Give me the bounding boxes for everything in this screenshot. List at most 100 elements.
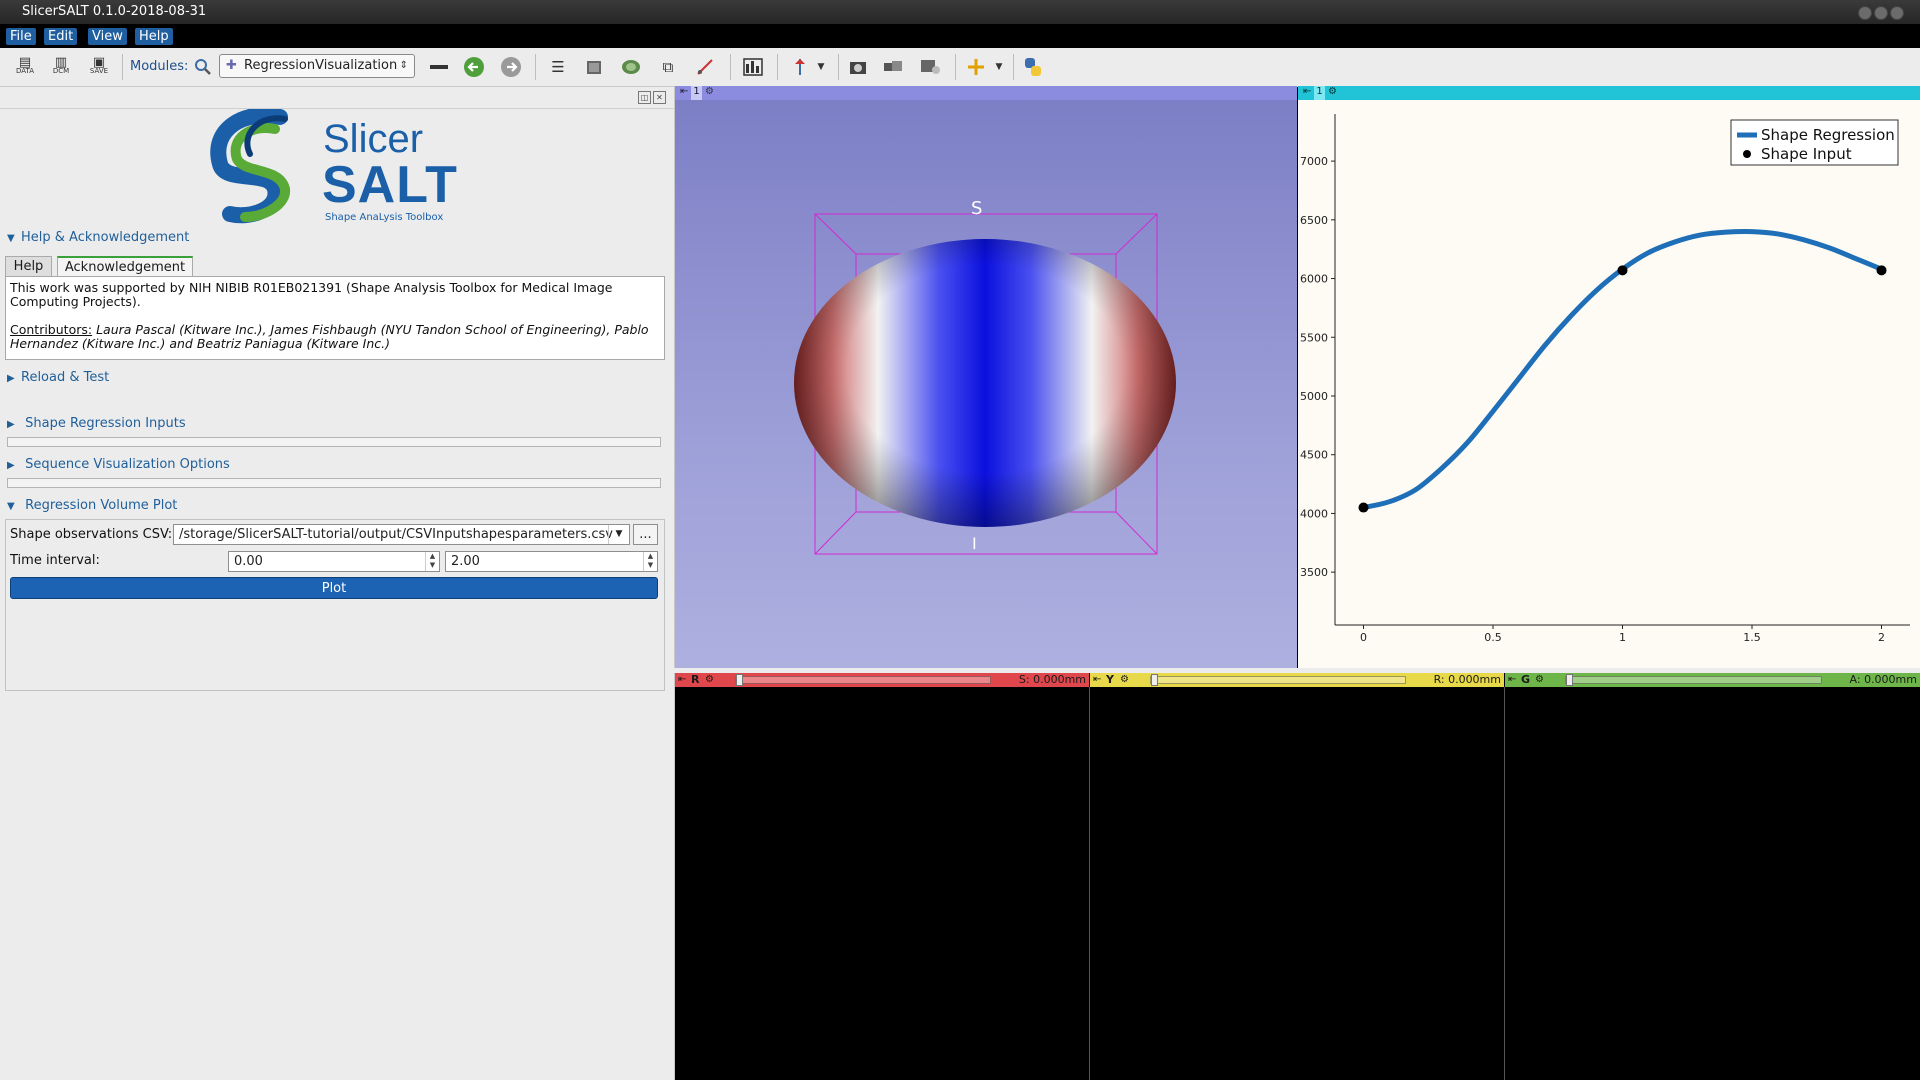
logo-text-salt: SALT bbox=[322, 156, 458, 214]
csv-path-value: /storage/SlicerSALT-tutorial/output/CSVI… bbox=[179, 527, 613, 542]
slice-view-y[interactable] bbox=[1090, 687, 1503, 1080]
tab-help[interactable]: Help bbox=[5, 256, 52, 277]
module-selector[interactable]: ✚ RegressionVisualization ⇕ bbox=[219, 54, 415, 78]
mouse-mode-icon[interactable] bbox=[787, 55, 813, 79]
title-bar: SlicerSALT 0.1.0-2018-08-31 bbox=[0, 0, 1920, 24]
screenshot-icon[interactable] bbox=[845, 55, 871, 79]
toolbar-separator bbox=[838, 54, 839, 80]
acknowledgement-text: This work was supported by NIH NIBIB R01… bbox=[5, 276, 665, 360]
section-help-acknowledgement[interactable]: ▼ Help & Acknowledgement bbox=[7, 230, 189, 245]
3d-render bbox=[794, 213, 1176, 555]
forward-arrow-icon[interactable] bbox=[498, 55, 524, 79]
slice-offset-slider[interactable] bbox=[735, 674, 991, 686]
transforms-module-icon[interactable]: ⧉ bbox=[662, 58, 674, 76]
extension-manager-icon[interactable] bbox=[918, 55, 944, 79]
y-tick-label: 4500 bbox=[1300, 449, 1328, 462]
slice-offset-readout: S: 0.000mm bbox=[1018, 673, 1086, 686]
slice-settings-icon[interactable]: ⚙ bbox=[1535, 674, 1544, 685]
puzzle-icon: ✚ bbox=[226, 58, 237, 73]
pin-icon[interactable]: ⇤ bbox=[678, 674, 687, 685]
toolbar-separator bbox=[777, 54, 778, 80]
slice-settings-icon[interactable]: ⚙ bbox=[1120, 674, 1129, 685]
volumes-module-icon[interactable] bbox=[581, 55, 607, 79]
slice-view-r[interactable] bbox=[675, 687, 1088, 1080]
markups-module-icon[interactable] bbox=[692, 55, 718, 79]
time-start-value: 0.00 bbox=[234, 554, 263, 569]
spin-arrows-icon[interactable]: ▲ ▼ bbox=[643, 552, 657, 571]
models-module-icon[interactable] bbox=[618, 55, 644, 79]
menu-help[interactable]: Help bbox=[135, 28, 173, 45]
scene-view-icon[interactable] bbox=[880, 55, 906, 79]
slice-offset-slider[interactable] bbox=[1150, 674, 1406, 686]
python-console-icon[interactable] bbox=[1020, 55, 1046, 79]
slice-offset-slider[interactable] bbox=[1565, 674, 1822, 686]
slice-view-g[interactable] bbox=[1505, 687, 1919, 1080]
view-settings-icon[interactable]: ⚙ bbox=[705, 86, 714, 97]
panel-splitter[interactable] bbox=[674, 87, 675, 1080]
logo-swirl-icon bbox=[210, 107, 290, 224]
chart-view[interactable]: 3500 4000 4500 5000 5500 6000 6500 7000 0 0.5 1 1.… bbox=[1298, 100, 1920, 668]
time-start-spinbox[interactable]: 0.00 ▲ ▼ bbox=[228, 551, 440, 572]
section-regression-volume-plot[interactable]: ▼ Regression Volume Plot bbox=[7, 498, 177, 513]
time-end-value: 2.00 bbox=[451, 554, 480, 569]
section-shape-regression-inputs[interactable]: ▶ Shape Regression Inputs bbox=[7, 416, 186, 431]
load-data-label: DATA bbox=[15, 67, 35, 75]
chart-settings-icon[interactable]: ⚙ bbox=[1328, 86, 1337, 97]
csv-path-combobox[interactable]: /storage/SlicerSALT-tutorial/output/CSVI… bbox=[173, 524, 630, 545]
menu-file[interactable]: File bbox=[6, 28, 36, 45]
3d-view[interactable]: S I bbox=[675, 100, 1297, 668]
maximize-button[interactable] bbox=[1874, 6, 1888, 20]
expand-triangle-icon: ▶ bbox=[7, 460, 15, 471]
slice-divider bbox=[1504, 687, 1505, 1080]
browse-button[interactable]: ... bbox=[633, 524, 658, 545]
load-data-button[interactable]: ▤ DATA bbox=[12, 55, 38, 79]
menu-edit[interactable]: Edit bbox=[44, 28, 78, 45]
slice-offset-readout: A: 0.000mm bbox=[1849, 673, 1917, 686]
view-splitter[interactable] bbox=[674, 668, 1920, 673]
module-history-icon[interactable] bbox=[426, 55, 452, 79]
section-reload-test[interactable]: ▶ Reload & Test bbox=[7, 370, 109, 385]
back-arrow-icon[interactable] bbox=[461, 55, 487, 79]
pin-icon[interactable]: ⇤ bbox=[1303, 86, 1312, 97]
slice-name: Y bbox=[1106, 673, 1114, 686]
close-button[interactable] bbox=[1890, 6, 1904, 20]
legend-swatch-point bbox=[1743, 150, 1751, 158]
mouse-mode-dropdown-icon[interactable]: ▼ bbox=[817, 62, 825, 72]
crosshair-dropdown-icon[interactable]: ▼ bbox=[995, 62, 1003, 72]
save-label: SAVE bbox=[89, 67, 109, 75]
menu-view[interactable]: View bbox=[88, 28, 127, 45]
spin-arrows-icon[interactable]: ▲ ▼ bbox=[425, 552, 439, 571]
pin-icon[interactable]: ⇤ bbox=[1508, 674, 1517, 685]
collapsed-section-frame bbox=[7, 437, 661, 447]
time-end-spinbox[interactable]: 2.00 ▲ ▼ bbox=[445, 551, 658, 572]
pin-icon[interactable]: ⇤ bbox=[1093, 674, 1102, 685]
save-button[interactable]: ▣ SAVE bbox=[86, 55, 112, 79]
undock-icon[interactable]: ◫ bbox=[638, 91, 651, 104]
legend-label: Shape Input bbox=[1761, 145, 1852, 163]
tab-acknowledgement[interactable]: Acknowledgement bbox=[57, 256, 193, 278]
section-title: Help & Acknowledgement bbox=[21, 230, 190, 245]
menu-bar: File Edit View Help bbox=[0, 24, 1920, 48]
module-selected-label: RegressionVisualization bbox=[244, 58, 398, 73]
layout-icon[interactable] bbox=[740, 55, 766, 79]
section-sequence-visualization[interactable]: ▶ Sequence Visualization Options bbox=[7, 457, 230, 472]
load-dicom-button[interactable]: ▥ DCM bbox=[48, 55, 74, 79]
chevron-down-icon[interactable]: ▼ bbox=[608, 525, 629, 544]
orientation-label-superior: S bbox=[971, 198, 983, 219]
crosshair-icon[interactable] bbox=[963, 55, 989, 79]
x-tick-label: 0.5 bbox=[1484, 631, 1502, 644]
view3d-controller-bar: ⇤ 1 ⚙ bbox=[675, 86, 1297, 100]
module-search-icon[interactable] bbox=[190, 55, 216, 79]
data-module-icon[interactable]: ☰ bbox=[551, 58, 565, 76]
modules-label: Modules: bbox=[130, 59, 189, 74]
slice-controller-r: ⇤ R ⚙ S: 0.000mm bbox=[675, 673, 1089, 687]
minimize-button[interactable] bbox=[1858, 6, 1872, 20]
pin-icon[interactable]: ⇤ bbox=[680, 86, 689, 97]
y-tick-label: 4000 bbox=[1300, 507, 1328, 520]
plot-button[interactable]: Plot bbox=[10, 577, 658, 599]
expand-triangle-icon: ▶ bbox=[7, 373, 15, 384]
close-panel-icon[interactable]: ✕ bbox=[653, 91, 666, 104]
acknowledgement-body: This work was supported by NIH NIBIB R01… bbox=[10, 280, 613, 309]
slice-settings-icon[interactable]: ⚙ bbox=[705, 674, 714, 685]
regression-plot-group bbox=[5, 519, 665, 691]
